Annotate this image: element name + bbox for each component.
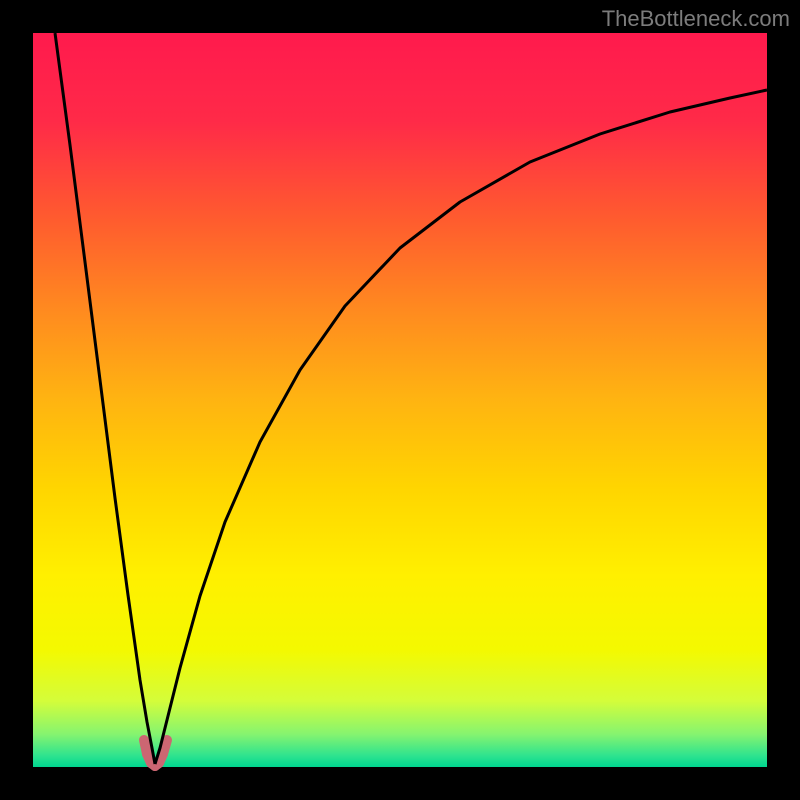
- chart-plot-area: [33, 33, 767, 767]
- bottleneck-chart: [0, 0, 800, 800]
- chart-container: TheBottleneck.com: [0, 0, 800, 800]
- page-root: TheBottleneck.com: [0, 0, 800, 800]
